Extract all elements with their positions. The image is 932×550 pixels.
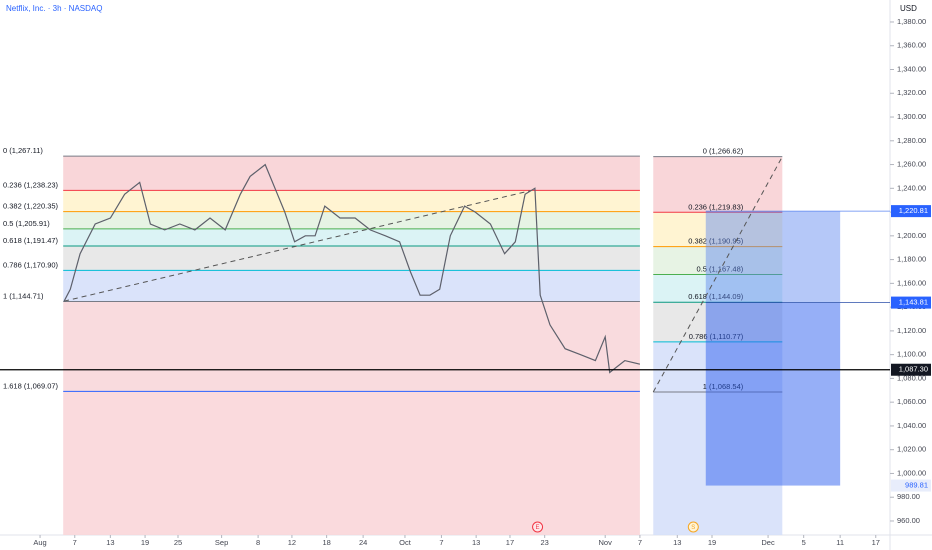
- event-label: S: [691, 525, 695, 531]
- x-tick-label: 11: [836, 538, 844, 547]
- fib-label: 0.786 (1,170.90): [3, 260, 59, 269]
- x-tick-label: 7: [73, 538, 77, 547]
- price-tag: [891, 205, 931, 218]
- x-tick-label: Nov: [599, 538, 613, 547]
- fib-zone: [63, 156, 640, 191]
- fib-zone: [63, 190, 640, 212]
- y-tick-label: 1,340.00: [897, 64, 926, 73]
- event-marker: [532, 521, 544, 533]
- y-tick-label: 1,300.00: [897, 112, 926, 121]
- x-tick-label: 13: [673, 538, 681, 547]
- y-tick-label: 980.00: [897, 492, 920, 501]
- price-tag-label: 1,220.81: [899, 206, 928, 215]
- event-label: E: [536, 525, 540, 531]
- y-tick-label: 1,160.00: [897, 278, 926, 287]
- fib-zone: [63, 270, 640, 302]
- currency: USD: [900, 4, 917, 13]
- x-tick-label: Dec: [761, 538, 775, 547]
- fib-label: 0.236 (1,219.83): [688, 202, 744, 211]
- fib-label: 0.382 (1,220.35): [3, 202, 59, 211]
- price-tag-label: 1,087.30: [899, 365, 928, 374]
- x-tick-label: 7: [439, 538, 443, 547]
- fib-zone: [653, 246, 783, 275]
- x-tick-label: 7: [638, 538, 642, 547]
- price-tag: [891, 363, 931, 376]
- fib-zone: [63, 211, 640, 229]
- fib-label: 1.618 (1,069.07): [3, 381, 59, 390]
- y-tick-label: 1,180.00: [897, 255, 926, 264]
- x-tick-label: 5: [802, 538, 806, 547]
- y-tick-label: 1,060.00: [897, 397, 926, 406]
- y-tick-label: 1,100.00: [897, 350, 926, 359]
- y-tick-label: 1,000.00: [897, 468, 926, 477]
- x-tick-label: Oct: [399, 538, 412, 547]
- y-tick-label: 1,380.00: [897, 17, 926, 26]
- fib-label: 0.382 (1,190.95): [688, 237, 744, 246]
- price-tag: [891, 479, 931, 492]
- position-stop: [705, 302, 841, 486]
- y-tick-label: 1,280.00: [897, 136, 926, 145]
- x-tick-label: 23: [541, 538, 549, 547]
- fib-label: 0.5 (1,167.48): [697, 264, 744, 273]
- x-tick-label: 17: [506, 538, 514, 547]
- fib-zone: [63, 245, 640, 271]
- x-tick-label: Sep: [215, 538, 228, 547]
- y-tick-label: 1,020.00: [897, 445, 926, 454]
- y-tick-label: 1,260.00: [897, 160, 926, 169]
- x-tick-label: 12: [288, 538, 296, 547]
- fib-label: 0 (1,267.11): [3, 146, 43, 155]
- x-tick-label: Aug: [33, 538, 46, 547]
- event-marker: [687, 521, 699, 533]
- fib-zone: [653, 274, 783, 303]
- y-tick-label: 1,040.00: [897, 421, 926, 430]
- y-tick-label: 960.00: [897, 516, 920, 525]
- x-tick-label: 18: [322, 538, 330, 547]
- price-tag-label: 989.81: [905, 481, 928, 490]
- fib-zone: [63, 228, 640, 246]
- x-tick-label: 17: [872, 538, 880, 547]
- price-line: [63, 163, 641, 374]
- x-tick-label: 24: [359, 538, 367, 547]
- x-tick-label: 19: [708, 538, 716, 547]
- fib-label: 1 (1,144.71): [3, 292, 44, 301]
- y-tick-label: 1,080.00: [897, 373, 926, 382]
- fib-label: 0.5 (1,205.91): [3, 219, 50, 228]
- y-tick-label: 1,360.00: [897, 41, 926, 50]
- x-tick-label: 19: [141, 538, 149, 547]
- x-tick-label: 8: [256, 538, 260, 547]
- fib-zone: [653, 156, 783, 213]
- fib-zone: [653, 212, 783, 247]
- chart-title: Netflix, Inc. · 3h · NASDAQ: [6, 4, 102, 13]
- trend-line: [63, 190, 531, 302]
- price-tag-label: 1,143.81: [899, 298, 928, 307]
- fib-zone: [63, 301, 640, 392]
- y-tick-label: 1,240.00: [897, 183, 926, 192]
- y-tick-label: 1,320.00: [897, 88, 926, 97]
- y-tick-label: 1,120.00: [897, 326, 926, 335]
- fib-zone: [63, 391, 640, 535]
- price-tag: [891, 296, 931, 309]
- x-tick-label: 25: [174, 538, 182, 547]
- fib-label: 0.236 (1,238.23): [3, 180, 59, 189]
- fib-label: 0.618 (1,144.09): [688, 292, 744, 301]
- fib-label: 0 (1,266.62): [703, 147, 744, 156]
- fib-label: 0.618 (1,191.47): [3, 236, 59, 245]
- position-target: [705, 211, 841, 303]
- x-tick-label: 13: [472, 538, 480, 547]
- y-tick-label: 1,200.00: [897, 231, 926, 240]
- x-tick-label: 13: [106, 538, 114, 547]
